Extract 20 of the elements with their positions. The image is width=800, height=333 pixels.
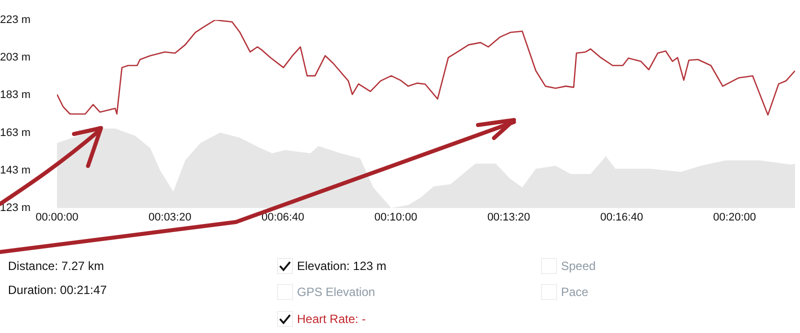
y-tick-label: 163 m xyxy=(0,126,31,139)
x-tick-label: 00:16:40 xyxy=(600,212,644,224)
y-tick-label: 223 m xyxy=(0,14,31,26)
text: Speed xyxy=(561,259,596,273)
text: Duration: 00:21:47 xyxy=(8,283,107,297)
y-tick-label: 203 m xyxy=(0,52,31,64)
y-tick-label: 143 m xyxy=(0,164,31,176)
text: Elevation: 123 m xyxy=(297,259,386,273)
x-tick-label: 00:13:20 xyxy=(487,212,530,224)
y-tick-label: 123 m xyxy=(0,202,31,214)
x-tick-label: 00:00:00 xyxy=(36,212,78,224)
text: Distance: 7.27 km xyxy=(8,259,104,273)
x-tick-label: 00:06:40 xyxy=(261,212,304,224)
text: Pace xyxy=(561,285,588,299)
x-tick-label: 00:20:00 xyxy=(713,212,756,224)
text: Heart Rate: - xyxy=(297,312,366,326)
x-tick-label: 00:10:00 xyxy=(374,212,418,224)
y-tick-label: 183 m xyxy=(0,89,31,102)
text: GPS Elevation xyxy=(297,285,376,299)
x-tick-label: 00:03:20 xyxy=(148,212,192,224)
